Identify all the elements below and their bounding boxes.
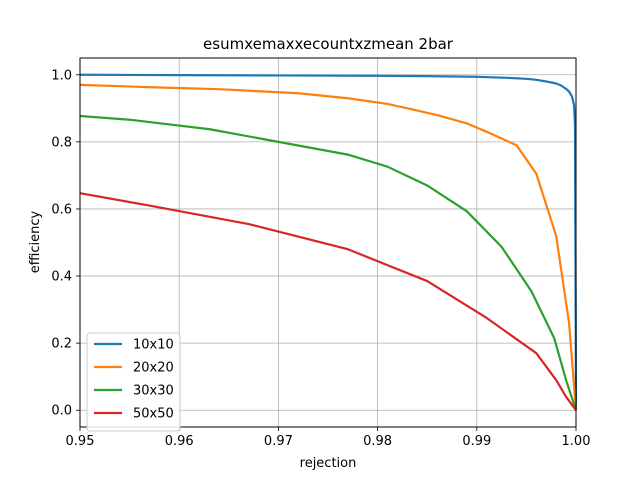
y-ticks: 0.0 0.2 0.4 0.6 0.8 1.0 <box>51 68 80 419</box>
x-tick-label: 1.00 <box>562 434 591 449</box>
series-line-20x20 <box>79 83 578 411</box>
x-ticks: 0.95 0.96 0.97 0.98 0.99 1.00 <box>66 427 591 449</box>
legend: 10x10 20x20 30x30 50x50 <box>86 332 181 432</box>
x-tick-label: 0.97 <box>264 434 293 449</box>
chart-title: esumxemaxxecountxzmean 2bar <box>203 35 454 53</box>
x-axis-label: rejection <box>300 456 357 471</box>
x-tick-label: 0.95 <box>66 434 95 449</box>
y-tick-label: 0.8 <box>51 135 72 150</box>
series-line-30x30 <box>79 114 578 411</box>
legend-box <box>86 332 181 432</box>
legend-label: 20x20 <box>133 361 174 376</box>
x-tick-label: 0.96 <box>165 434 194 449</box>
y-tick-label: 1.0 <box>51 68 72 83</box>
legend-label: 50x50 <box>133 407 174 422</box>
y-tick-label: 0.2 <box>51 337 72 352</box>
legend-label: 30x30 <box>133 384 174 399</box>
plot-frame <box>79 57 577 428</box>
y-axis-label: efficiency <box>28 210 43 273</box>
x-tick-label: 0.99 <box>462 434 491 449</box>
y-tick-label: 0.4 <box>51 270 72 285</box>
y-tick-label: 0.6 <box>51 202 72 217</box>
legend-label: 10x10 <box>133 338 174 353</box>
y-tick-label: 0.0 <box>51 404 72 419</box>
series-line-10x10 <box>79 73 578 411</box>
series-line-50x50 <box>79 192 577 411</box>
x-tick-label: 0.98 <box>363 434 392 449</box>
series-layer <box>79 73 578 411</box>
